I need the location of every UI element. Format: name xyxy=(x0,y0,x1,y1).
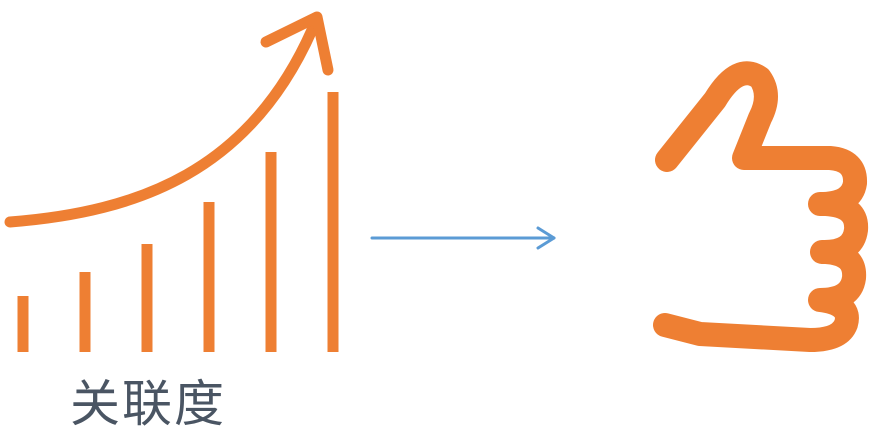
thumb-outline xyxy=(653,61,869,352)
arrow-head xyxy=(536,226,556,250)
right-arrow-icon xyxy=(370,226,556,250)
thumbs-up-icon xyxy=(653,61,869,352)
growth-curve-arrowhead xyxy=(260,11,334,76)
caption-label: 关联度 xyxy=(70,375,226,433)
growth-chart-icon xyxy=(4,11,339,352)
growth-curve xyxy=(4,24,318,228)
